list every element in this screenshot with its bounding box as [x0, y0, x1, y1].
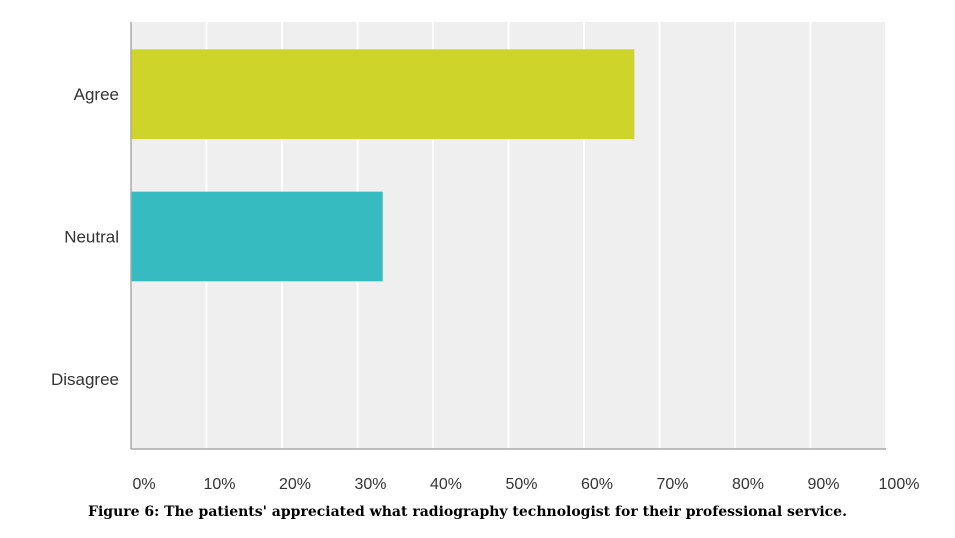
figure-caption: Figure 6: The patients' appreciated what… [88, 504, 847, 520]
x-tick-label: 100% [879, 476, 920, 493]
bars [131, 49, 635, 282]
x-tick-label: 30% [354, 476, 386, 493]
x-tick-label: 20% [279, 476, 311, 493]
x-tick-labels: 0% 10% 20% 30% 40% 50% 60% 70% 80% 90% 100% [132, 476, 919, 493]
bar-neutral [131, 191, 383, 282]
category-label-neutral: Neutral [64, 228, 119, 247]
x-tick-label: 90% [807, 476, 839, 493]
x-tick-label: 0% [132, 476, 155, 493]
x-tick-label: 40% [430, 476, 462, 493]
x-tick-label: 10% [203, 476, 235, 493]
category-label-disagree: Disagree [51, 370, 119, 389]
x-tick-label: 60% [581, 476, 613, 493]
category-labels: Agree Neutral Disagree [51, 85, 119, 389]
x-tick-label: 50% [505, 476, 537, 493]
bar-agree [131, 49, 635, 140]
category-label-agree: Agree [74, 85, 119, 104]
x-tick-label: 80% [732, 476, 764, 493]
x-tick-label: 70% [656, 476, 688, 493]
